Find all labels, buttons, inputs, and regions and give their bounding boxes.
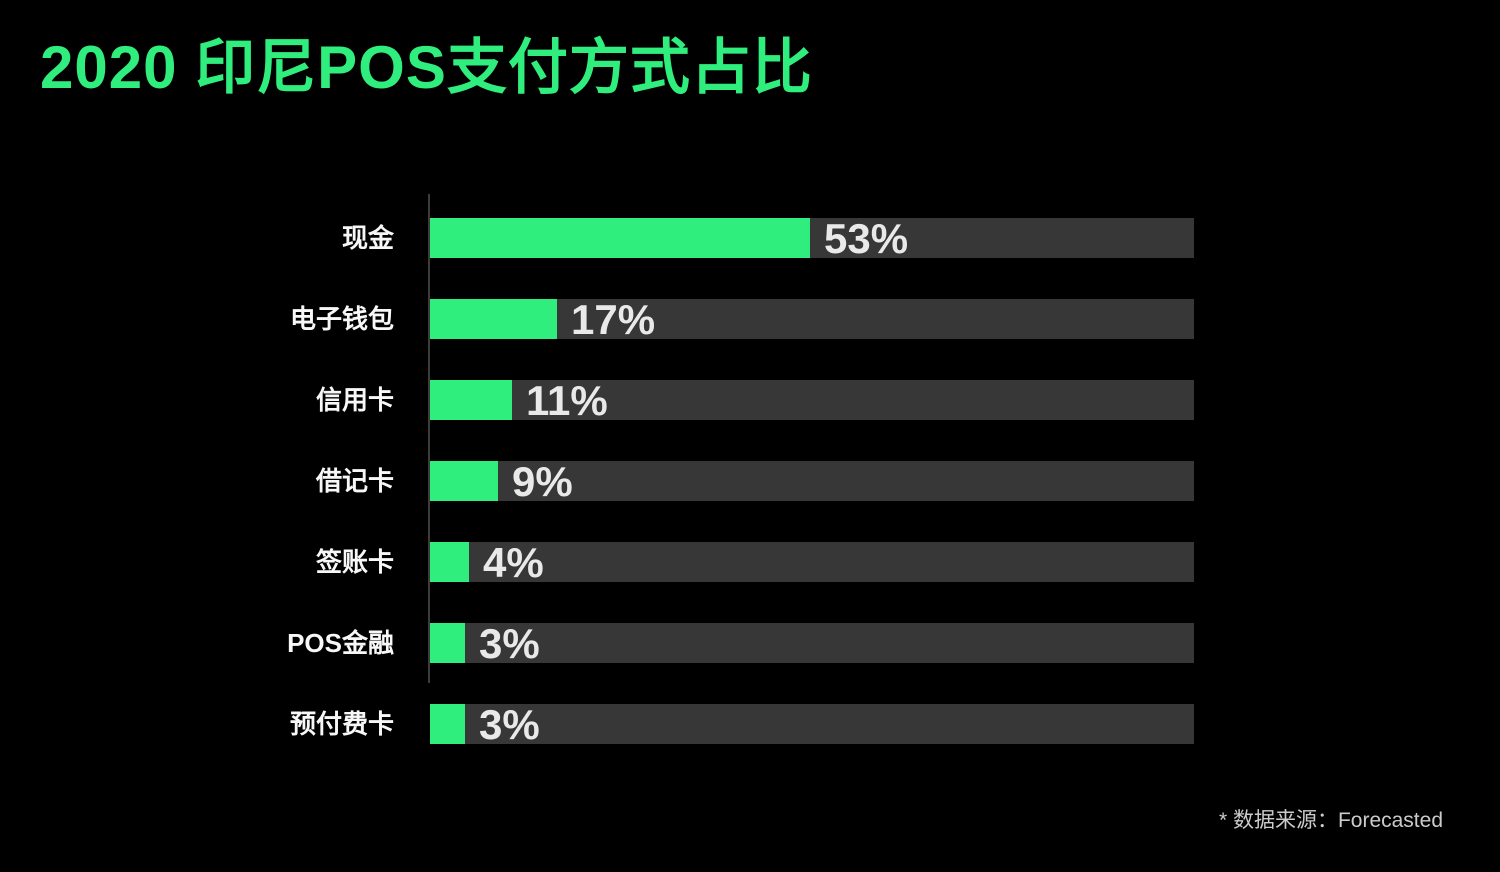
bar-track: 53% — [430, 215, 1194, 262]
chart-row: 借记卡 9% — [0, 458, 1194, 505]
bar-fill — [430, 704, 465, 744]
bar-chart: 现金 53% 电子钱包 17% 信用卡 11% 借记卡 9% 签账卡 4% POS金融 3% 预付费卡 3… — [0, 215, 1194, 748]
y-axis-line — [428, 194, 430, 683]
chart-title: 2020 印尼POS支付方式占比 — [40, 34, 813, 101]
bar-fill — [430, 542, 469, 582]
value-label: 4% — [483, 539, 544, 586]
value-label: 53% — [824, 215, 909, 262]
bar-fill — [430, 461, 498, 501]
chart-row: 信用卡 11% — [0, 377, 1194, 424]
bar-fill — [430, 380, 512, 420]
value-label: 11% — [526, 377, 608, 424]
category-label: 签账卡 — [315, 547, 394, 577]
category-label: 电子钱包 — [289, 304, 394, 334]
chart-row: 签账卡 4% — [0, 539, 1194, 586]
data-source-note: * 数据来源：Forecasted — [1218, 809, 1443, 832]
value-label: 3% — [479, 620, 540, 667]
bar-track: 3% — [430, 620, 1194, 667]
chart-row: 预付费卡 3% — [0, 701, 1194, 748]
category-label: 现金 — [341, 223, 394, 253]
bar-track: 17% — [430, 296, 1194, 343]
bar-track: 4% — [430, 539, 1194, 586]
category-label: POS金融 — [287, 628, 394, 658]
bar-track: 11% — [430, 377, 1194, 424]
category-label: 信用卡 — [315, 385, 394, 415]
chart-row: 电子钱包 17% — [0, 296, 1194, 343]
bar-track: 3% — [430, 701, 1194, 748]
chart-row: POS金融 3% — [0, 620, 1194, 667]
bar-fill — [430, 299, 557, 339]
bar-track: 9% — [430, 458, 1194, 505]
category-label: 预付费卡 — [289, 709, 394, 739]
value-label: 17% — [571, 296, 656, 343]
value-label: 9% — [512, 458, 573, 505]
chart-row: 现金 53% — [0, 215, 1194, 262]
category-label: 借记卡 — [315, 466, 394, 496]
value-label: 3% — [479, 701, 540, 748]
bar-fill — [430, 218, 810, 258]
bar-fill — [430, 623, 465, 663]
